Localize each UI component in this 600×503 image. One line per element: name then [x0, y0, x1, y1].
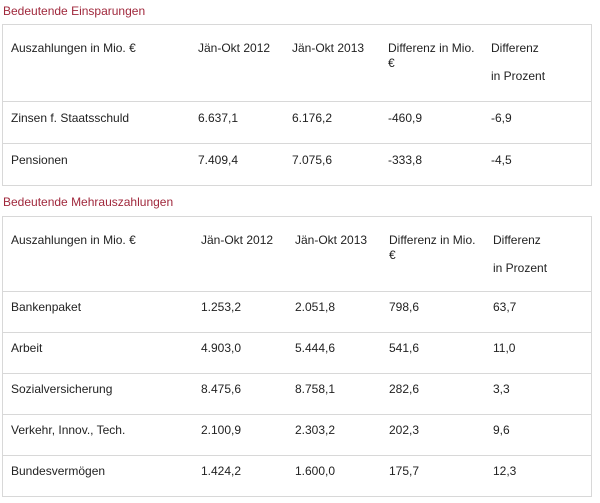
row-value-2013: 7.075,6: [292, 153, 333, 167]
row-difference: -460,9: [388, 111, 423, 125]
table-einsparungen: Auszahlungen in Mio. € Jän-Okt 2012 Jän-…: [2, 24, 592, 186]
row-label: Sozialversicherung: [11, 382, 113, 396]
table-header-row: Auszahlungen in Mio. € Jän-Okt 2012 Jän-…: [3, 25, 591, 101]
row-percent: 9,6: [493, 423, 510, 437]
row-difference: 541,6: [389, 341, 420, 355]
table-row: Bankenpaket 1.253,2 2.051,8 798,6 63,7: [3, 291, 591, 332]
row-value-2012: 2.100,9: [201, 423, 242, 437]
header-difference-pct-line1: Differenz: [491, 41, 539, 55]
row-value-2013: 6.176,2: [292, 111, 333, 125]
row-value-2013: 1.600,0: [295, 464, 336, 478]
section-title-mehrauszahlungen: Bedeutende Mehrauszahlungen: [3, 195, 174, 209]
row-difference: 202,3: [389, 423, 420, 437]
row-value-2012: 8.475,6: [201, 382, 242, 396]
row-label: Zinsen f. Staatsschuld: [11, 111, 130, 125]
row-value-2012: 4.903,0: [201, 341, 242, 355]
table-header-row: Auszahlungen in Mio. € Jän-Okt 2012 Jän-…: [3, 217, 591, 291]
table-row: Bundesvermögen 1.424,2 1.600,0 175,7 12,…: [3, 455, 591, 496]
row-difference: 175,7: [389, 464, 420, 478]
header-year-2012: Jän-Okt 2012: [201, 233, 274, 247]
table-row: Zinsen f. Staatsschuld 6.637,1 6.176,2 -…: [3, 101, 591, 143]
row-label: Pensionen: [11, 153, 68, 167]
header-difference-pct-line1: Differenz: [493, 233, 541, 247]
row-label: Bankenpaket: [11, 300, 82, 314]
header-difference-pct-line2: in Prozent: [493, 261, 548, 275]
header-difference-abs: Differenz in Mio. €: [389, 233, 476, 262]
table-row: Sozialversicherung 8.475,6 8.758,1 282,6…: [3, 373, 591, 414]
row-difference: -333,8: [388, 153, 423, 167]
row-percent: 12,3: [493, 464, 517, 478]
row-value-2013: 5.444,6: [295, 341, 336, 355]
row-percent: -6,9: [491, 111, 512, 125]
row-percent: 11,0: [493, 341, 516, 355]
row-percent: -4,5: [491, 153, 512, 167]
row-value-2012: 7.409,4: [198, 153, 239, 167]
header-difference-pct: Differenz in Prozent: [493, 233, 547, 276]
row-value-2012: 1.253,2: [201, 300, 242, 314]
row-value-2013: 8.758,1: [295, 382, 336, 396]
header-label: Auszahlungen in Mio. €: [11, 41, 136, 55]
row-difference: 282,6: [389, 382, 420, 396]
row-difference: 798,6: [389, 300, 420, 314]
row-value-2012: 1.424,2: [201, 464, 242, 478]
row-label: Bundesvermögen: [11, 464, 106, 478]
row-value-2013: 2.051,8: [295, 300, 336, 314]
section-title-einsparungen: Bedeutende Einsparungen: [3, 4, 146, 18]
header-year-2013: Jän-Okt 2013: [292, 41, 365, 55]
row-value-2012: 6.637,1: [198, 111, 239, 125]
row-percent: 63,7: [493, 300, 517, 314]
table-row: Arbeit 4.903,0 5.444,6 541,6 11,0: [3, 332, 591, 373]
header-difference-pct: Differenz in Prozent: [491, 41, 545, 84]
header-difference-pct-line2: in Prozent: [491, 69, 546, 83]
header-difference-abs: Differenz in Mio. €: [388, 41, 475, 70]
table-row: Pensionen 7.409,4 7.075,6 -333,8 -4,5: [3, 143, 591, 185]
table-mehrauszahlungen: Auszahlungen in Mio. € Jän-Okt 2012 Jän-…: [2, 216, 592, 497]
row-label: Verkehr, Innov., Tech.: [11, 423, 126, 437]
header-year-2012: Jän-Okt 2012: [198, 41, 271, 55]
header-year-2013: Jän-Okt 2013: [295, 233, 368, 247]
row-label: Arbeit: [11, 341, 43, 355]
table-row: Verkehr, Innov., Tech. 2.100,9 2.303,2 2…: [3, 414, 591, 455]
row-percent: 3,3: [493, 382, 510, 396]
row-value-2013: 2.303,2: [295, 423, 336, 437]
header-label: Auszahlungen in Mio. €: [11, 233, 136, 247]
